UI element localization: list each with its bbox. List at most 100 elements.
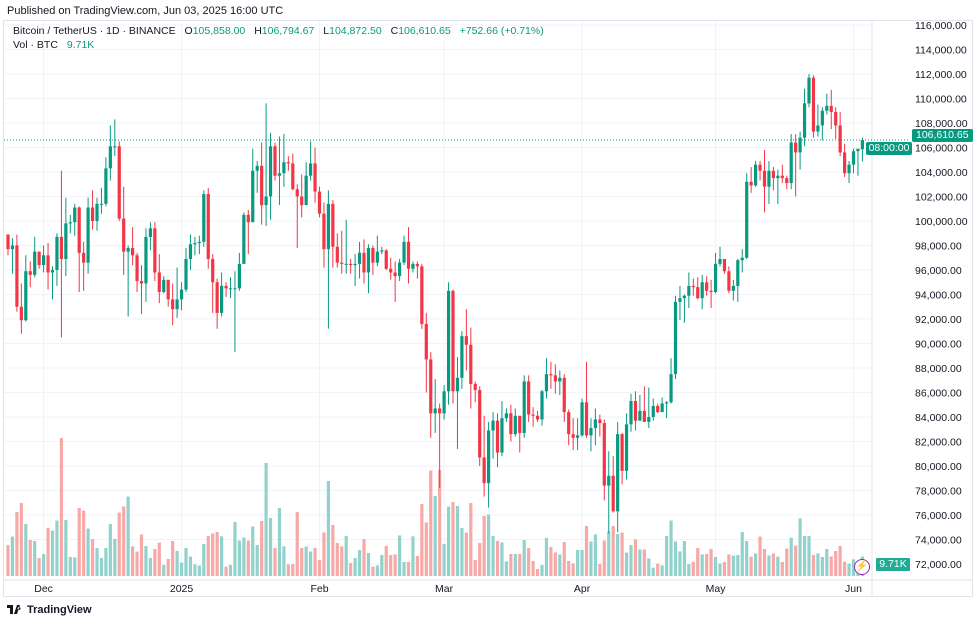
volume-bar: [531, 561, 535, 576]
candle: [193, 236, 197, 256]
volume-bar: [277, 508, 282, 576]
candle-body: [326, 203, 330, 250]
candle: [224, 282, 228, 297]
time-axis: Dec 2025 Feb Mar Apr May Jun: [34, 583, 862, 595]
candle-body: [188, 244, 193, 259]
candle: [148, 222, 152, 251]
volume-bar: [549, 547, 553, 576]
candle: [616, 421, 620, 533]
candle: [309, 141, 313, 181]
price-tick-label: 114,000.00: [915, 45, 967, 57]
candle-body: [131, 247, 135, 256]
candle-body: [99, 203, 104, 205]
volume-bar: [117, 512, 121, 576]
candle-body: [242, 214, 246, 264]
candle-body: [179, 289, 184, 300]
volume-bar: [571, 563, 575, 576]
candle: [73, 203, 77, 236]
candle-body: [531, 414, 535, 416]
volume-bar: [433, 496, 437, 576]
candle-body: [647, 417, 651, 422]
volume-bar: [807, 536, 811, 576]
volume-bar: [33, 541, 37, 576]
candles: [6, 74, 864, 534]
volume-bar: [736, 555, 740, 576]
volume-bar: [166, 559, 170, 576]
candle: [362, 239, 366, 284]
candle-body: [540, 391, 544, 420]
volume-bar: [86, 528, 90, 576]
candle: [847, 160, 851, 184]
volume-bar: [771, 553, 775, 576]
candle-body: [317, 191, 322, 214]
candle: [856, 148, 860, 176]
volume-bar: [384, 546, 388, 576]
volume-bar: [624, 552, 629, 576]
candle-body: [455, 377, 460, 392]
symbol-legend: Bitcoin / TetherUS · 1D · BINANCE O105,8…: [13, 25, 544, 37]
volume-bar: [353, 558, 357, 576]
price-tick-label: 86,000.00: [915, 388, 962, 400]
candle: [780, 164, 784, 184]
volume-bar: [513, 554, 517, 576]
volume-bar: [90, 539, 95, 576]
candle-body: [268, 146, 273, 197]
price-tick-label: 88,000.00: [915, 363, 962, 375]
volume-bar: [834, 551, 838, 576]
candle-body: [402, 241, 406, 263]
lightning-icon[interactable]: ⚡: [854, 559, 870, 575]
volume-bar: [309, 551, 313, 576]
volume-bar: [754, 553, 758, 576]
candle: [843, 143, 847, 177]
candle-body: [576, 435, 580, 438]
volume-bar: [220, 536, 224, 576]
volume-bar: [375, 565, 379, 576]
candle-body: [642, 410, 646, 422]
volume-bar: [228, 565, 233, 576]
candle-body: [6, 234, 10, 250]
candle: [660, 397, 664, 413]
tradingview-logo[interactable]: TradingView: [7, 604, 92, 616]
volume-bar: [455, 506, 460, 576]
candle-body: [776, 175, 780, 179]
volume-bar: [313, 548, 317, 576]
volume-bar: [620, 532, 624, 576]
candle-body: [589, 428, 593, 436]
candle-body: [722, 258, 727, 272]
candle-body: [513, 415, 517, 435]
volume-bar: [678, 551, 682, 576]
candle: [10, 238, 15, 274]
candle-body: [371, 247, 375, 263]
candle: [246, 209, 250, 255]
candle: [322, 202, 326, 268]
candle-body: [820, 110, 824, 126]
candle-body: [340, 262, 344, 264]
candle: [762, 149, 767, 213]
volume-bar: [616, 534, 620, 576]
volume-bar: [580, 550, 584, 576]
candle: [709, 279, 713, 308]
candle: [349, 258, 353, 274]
volume-bar: [300, 548, 304, 576]
volume-bar: [153, 549, 157, 576]
candle-body: [349, 263, 353, 266]
candle: [589, 418, 593, 452]
volume-bar: [340, 546, 344, 576]
volume-bar: [28, 540, 32, 576]
candle: [268, 132, 273, 220]
candle: [82, 241, 86, 291]
candle: [144, 228, 148, 302]
candle: [273, 142, 277, 181]
candle: [46, 243, 50, 290]
candle: [317, 186, 322, 218]
candle-body: [482, 457, 486, 484]
candle: [473, 381, 477, 403]
candle: [807, 74, 811, 108]
time-tick-label: Jun: [845, 583, 862, 595]
candle-body: [767, 170, 771, 187]
high-label: H: [254, 25, 262, 37]
volume-bar: [68, 557, 72, 576]
volume-bar: [544, 538, 549, 576]
candle: [482, 415, 486, 497]
